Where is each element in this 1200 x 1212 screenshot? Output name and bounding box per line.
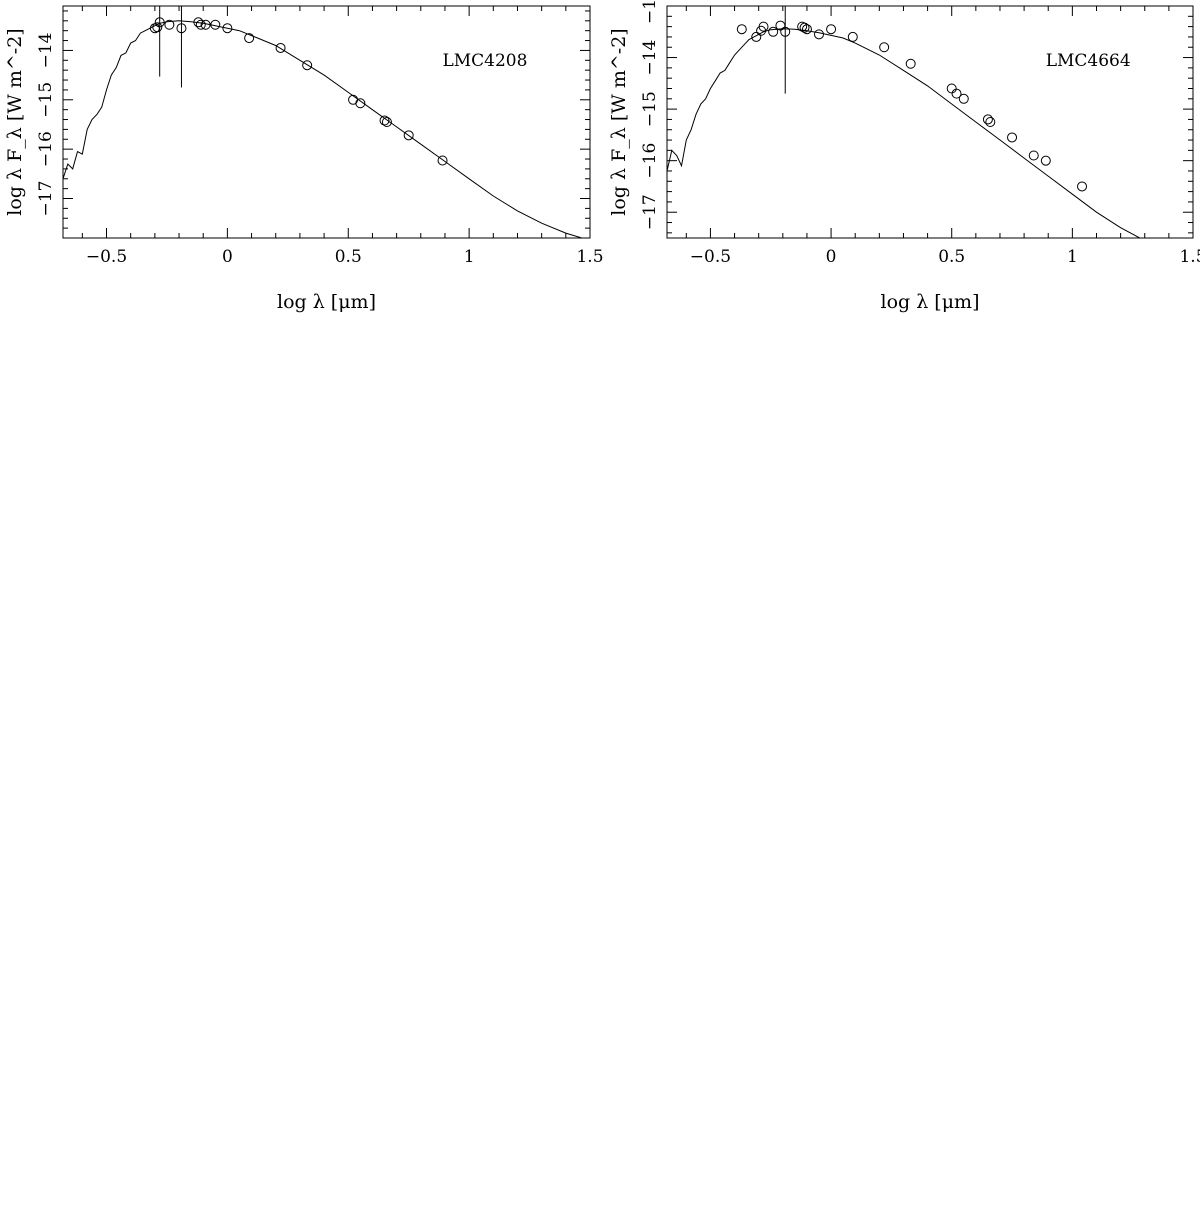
panel-lmc4208: −0.5 0 0.5 1 1.5 −17 −16 −15 −14 log λ [μm] log λ … <box>4 5 604 313</box>
data-point <box>982 114 993 125</box>
data-point <box>210 19 221 30</box>
data-point <box>768 26 779 37</box>
x-tick-label: 1 <box>464 247 475 267</box>
panel-lmc4664: −0.5 0 0.5 1 1.5 −17 −16 −15 −14 −13 log λ [μm] log… <box>608 0 1200 313</box>
y-tick-label: −16 <box>36 131 56 167</box>
data-point <box>381 117 392 127</box>
model-curve <box>667 28 1141 238</box>
data-point <box>200 19 211 30</box>
x-tick-label: 1.5 <box>576 247 603 267</box>
x-tick-label: 0.5 <box>335 247 362 267</box>
data-point <box>193 17 204 28</box>
data-point <box>302 60 313 71</box>
data-point <box>879 42 890 53</box>
y-tick-label: −17 <box>36 181 56 217</box>
data-point <box>1040 155 1051 166</box>
data-point <box>437 155 448 166</box>
data-point <box>176 23 187 34</box>
x-axis-label: log λ [μm] <box>881 291 980 313</box>
data-point <box>814 29 825 40</box>
data-point <box>751 31 762 42</box>
data-point <box>222 23 233 34</box>
x-tick-label: 1 <box>1067 247 1078 267</box>
panel-label: LMC4208 <box>442 51 527 71</box>
y-tick-label: −16 <box>640 143 660 179</box>
data-point <box>799 22 810 33</box>
data-point <box>946 83 957 94</box>
data-point <box>1077 181 1088 192</box>
data-point <box>847 31 858 42</box>
y-tick-label: −13 <box>640 0 660 24</box>
data-point <box>801 24 812 35</box>
data-point <box>195 19 206 30</box>
panel-label: LMC4664 <box>1046 51 1131 71</box>
x-tick-label: 1.5 <box>1179 247 1200 267</box>
data-point <box>403 130 414 141</box>
data-point <box>154 17 165 28</box>
data-point <box>905 58 916 69</box>
y-tick-label: −14 <box>36 32 56 68</box>
data-point <box>985 117 996 127</box>
data-point <box>244 33 255 44</box>
data-point <box>736 24 747 35</box>
y-axis-label: log λ F_λ [W m^-2] <box>4 28 26 215</box>
x-tick-label: 0 <box>222 247 233 267</box>
data-point <box>780 26 791 37</box>
data-point <box>958 93 969 104</box>
x-tick-label: −0.5 <box>86 247 127 267</box>
y-tick-label: −15 <box>36 82 56 118</box>
data-point <box>758 21 769 32</box>
y-axis-label: log λ F_λ [W m^-2] <box>608 28 630 215</box>
data-point <box>826 24 837 35</box>
data-point <box>951 88 962 99</box>
data-point <box>1007 132 1018 143</box>
plot-frame <box>666 5 1194 239</box>
data-point <box>379 115 390 126</box>
data-point <box>152 22 163 33</box>
data-point <box>164 19 175 30</box>
y-tick-label: −14 <box>640 40 660 76</box>
x-tick-label: −0.5 <box>690 247 731 267</box>
x-axis-label: log λ [μm] <box>277 291 376 313</box>
x-tick-label: 0.5 <box>938 247 965 267</box>
data-point <box>355 98 366 109</box>
data-point <box>1028 150 1039 161</box>
plot-frame <box>62 5 591 239</box>
data-point <box>275 42 286 53</box>
x-tick-label: 0 <box>826 247 837 267</box>
y-tick-label: −15 <box>640 91 660 127</box>
model-curve <box>63 20 584 238</box>
y-tick-label: −17 <box>640 194 660 230</box>
